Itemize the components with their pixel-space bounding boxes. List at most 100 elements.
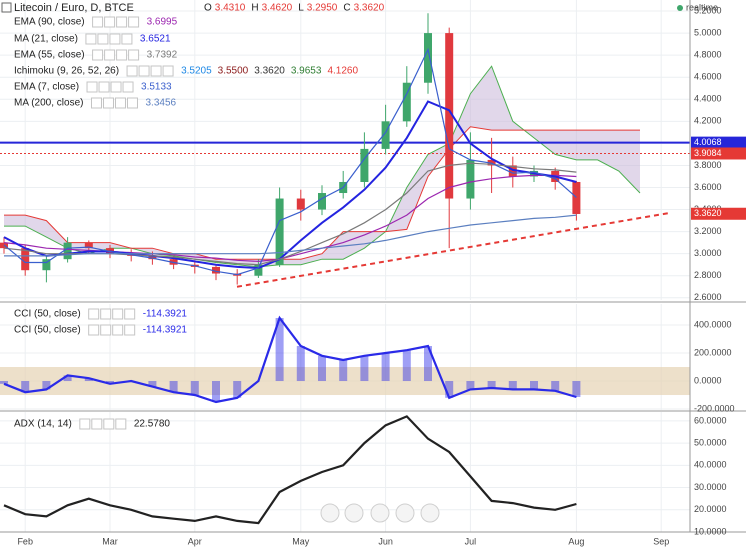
cci-column [0, 381, 8, 384]
legend-icon[interactable] [92, 16, 104, 28]
legend-value: 3.3456 [145, 98, 176, 109]
candle-body [275, 198, 284, 265]
legend-value: 3.5205 [181, 66, 212, 77]
legend-value: 3.7392 [147, 50, 178, 61]
legend-icon[interactable] [104, 16, 116, 28]
cci-column [530, 381, 538, 390]
legend-icon[interactable] [79, 418, 91, 430]
legend-icon[interactable] [115, 418, 127, 430]
x-tick-label: Mar [102, 536, 118, 546]
legend-icon[interactable] [104, 49, 116, 61]
cci-column [339, 360, 348, 382]
cci-column [445, 381, 454, 398]
y-tick-label: 3.2000 [694, 226, 722, 236]
legend-icon[interactable] [110, 81, 122, 93]
legend-value: 3.5500 [218, 66, 249, 77]
legend-icon[interactable] [90, 97, 102, 109]
legend-icon[interactable] [100, 308, 112, 320]
legend-icon[interactable] [138, 65, 150, 77]
y-tick-label: 200.0000 [694, 347, 732, 357]
nav-button[interactable] [395, 503, 415, 523]
candle-body [21, 248, 30, 271]
legend-icon[interactable] [91, 418, 103, 430]
nav-button[interactable] [320, 503, 340, 523]
legend-icon[interactable] [126, 65, 138, 77]
cci-column [402, 350, 411, 382]
nav-button[interactable] [370, 503, 390, 523]
indicator-line [3, 315, 577, 404]
candle-body [381, 121, 390, 149]
cci-column [360, 355, 369, 382]
candle-body [445, 33, 454, 199]
y-tick-label: 3.6000 [694, 182, 722, 192]
candle-body [402, 82, 411, 122]
candle-body [254, 264, 263, 276]
legend-icon[interactable] [102, 97, 114, 109]
cci-column [296, 346, 305, 382]
legend-value: -114.3921 [143, 309, 188, 320]
legend-icon[interactable] [100, 324, 112, 336]
ohlc-name: H [251, 3, 258, 14]
legend-icon[interactable] [116, 16, 128, 28]
legend-icon[interactable] [86, 81, 98, 93]
legend-icon[interactable] [124, 308, 136, 320]
cci-column [466, 381, 475, 390]
legend-value: 3.5133 [141, 82, 172, 93]
ichimoku-cloud [4, 66, 640, 267]
legend-icon[interactable] [88, 324, 100, 336]
price-box-label: 3.9084 [694, 148, 722, 158]
legend-icon[interactable] [112, 324, 124, 336]
legend-icon[interactable] [112, 308, 124, 320]
cci-column [424, 346, 432, 382]
legend-icon[interactable] [162, 65, 174, 77]
nav-button[interactable] [420, 503, 440, 523]
legend-icon[interactable] [128, 16, 140, 28]
candle-body [42, 259, 51, 271]
legend-icon[interactable] [124, 324, 136, 336]
ohlc-value: 3.3620 [354, 3, 385, 14]
y-tick-label: 30.0000 [694, 482, 727, 492]
realtime-label: realtime [686, 2, 718, 12]
indicator-line [3, 47, 577, 276]
ohlc-value: 3.2950 [307, 3, 338, 14]
ohlc-name: C [343, 3, 350, 14]
price-box-label: 4.0068 [694, 137, 722, 147]
candle-body [212, 266, 220, 274]
price-axis-area [690, 0, 746, 552]
legend-icon[interactable] [97, 33, 109, 45]
y-tick-label: 40.0000 [694, 460, 727, 470]
legend-icon[interactable] [88, 308, 100, 320]
x-tick-label: Sep [653, 536, 669, 546]
indicator-line [3, 100, 577, 270]
legend-icon[interactable] [85, 33, 97, 45]
y-tick-label: 2.6000 [694, 292, 722, 302]
legend-icon[interactable] [98, 81, 110, 93]
candle-body [466, 159, 475, 199]
legend-icon[interactable] [103, 418, 115, 430]
cci-column [106, 381, 114, 384]
candle-body [572, 181, 581, 214]
legend-icon[interactable] [150, 65, 162, 77]
legend-icon[interactable] [122, 81, 134, 93]
legend-value: 3.9653 [291, 66, 322, 77]
legend-icon[interactable] [116, 49, 128, 61]
legend-icon[interactable] [92, 49, 104, 61]
cci-column [233, 381, 242, 398]
candle-body [318, 193, 326, 210]
ichimoku-span-b [4, 126, 640, 260]
y-tick-label: 4.6000 [694, 72, 722, 82]
nav-button[interactable] [344, 503, 364, 523]
legend-icon[interactable] [121, 33, 133, 45]
legend-icon[interactable] [128, 49, 140, 61]
cci-column [275, 318, 284, 382]
cci-column [508, 381, 517, 390]
cci-column [212, 381, 220, 403]
legend-icon[interactable] [114, 97, 126, 109]
legend-icon[interactable] [126, 97, 138, 109]
legend-value: 4.1260 [327, 66, 358, 77]
x-tick-label: Jun [378, 536, 393, 546]
legend-collapse[interactable] [1, 2, 12, 13]
legend-label: EMA (90, close) [14, 17, 85, 28]
legend-icon[interactable] [109, 33, 121, 45]
cci-band [0, 367, 690, 396]
